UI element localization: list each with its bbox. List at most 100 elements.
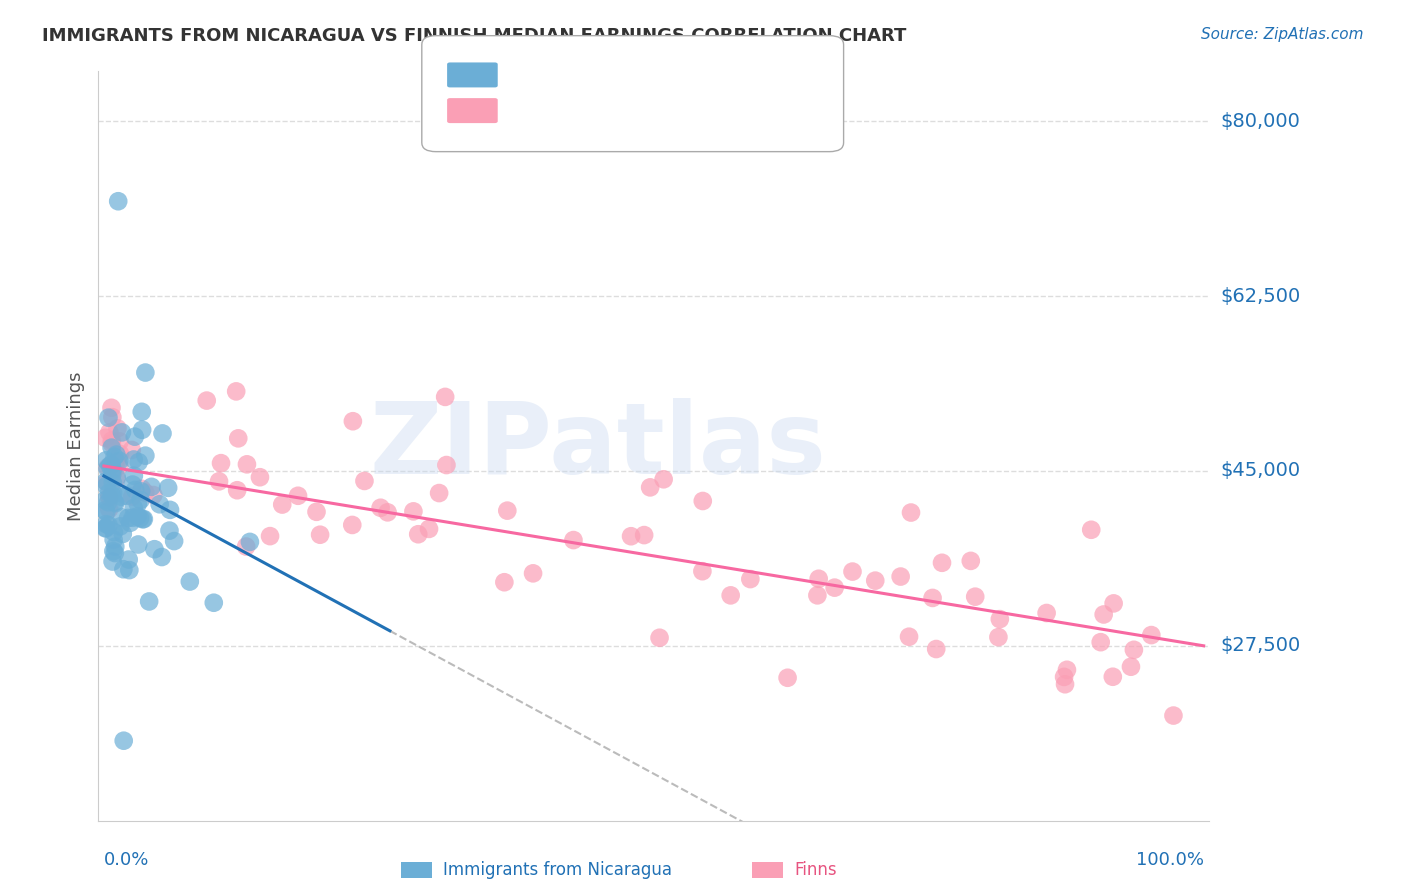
Point <box>96 475 118 490</box>
Y-axis label: Median Earnings: Median Earnings <box>66 371 84 521</box>
Point <box>101 467 124 482</box>
Point <box>648 631 671 645</box>
Point <box>101 463 124 477</box>
Point <box>898 630 921 644</box>
Point <box>122 452 145 467</box>
Text: Source: ZipAtlas.com: Source: ZipAtlas.com <box>1201 27 1364 42</box>
Point <box>965 590 987 604</box>
Point <box>107 421 129 435</box>
Point <box>807 572 830 586</box>
Point <box>1102 596 1125 610</box>
Text: $27,500: $27,500 <box>1220 636 1301 656</box>
Point <box>121 442 143 457</box>
Text: $80,000: $80,000 <box>1220 112 1301 131</box>
Point <box>121 490 143 504</box>
Point <box>740 572 762 586</box>
Point <box>108 434 131 449</box>
Point <box>239 535 262 549</box>
Point <box>143 542 166 557</box>
Point <box>179 574 201 589</box>
Point <box>108 458 131 473</box>
Point <box>1053 670 1076 684</box>
Point <box>100 458 122 472</box>
Point <box>1101 670 1123 684</box>
Point <box>101 555 124 569</box>
Point <box>1092 607 1115 622</box>
Point <box>112 733 135 747</box>
Point <box>633 528 655 542</box>
Point <box>118 563 141 577</box>
Point <box>342 414 364 428</box>
Point <box>112 562 135 576</box>
Point <box>94 475 117 489</box>
Point <box>692 494 714 508</box>
Point <box>98 425 121 440</box>
Point <box>309 527 332 541</box>
Point <box>103 524 125 539</box>
Point <box>652 472 675 486</box>
Point <box>127 509 149 524</box>
Point <box>100 458 122 472</box>
Point <box>287 489 309 503</box>
Point <box>436 458 458 472</box>
Point <box>98 502 121 516</box>
Point <box>921 591 943 605</box>
Point <box>105 448 128 462</box>
Point <box>98 490 121 504</box>
Point <box>427 486 450 500</box>
Point <box>118 552 141 566</box>
Point <box>104 546 127 560</box>
Point <box>249 470 271 484</box>
Point <box>1163 708 1185 723</box>
Point <box>124 430 146 444</box>
Point <box>129 493 152 508</box>
Point <box>104 540 127 554</box>
Text: 0.0%: 0.0% <box>104 851 149 869</box>
Point <box>131 512 153 526</box>
Point <box>806 588 828 602</box>
Point <box>259 529 281 543</box>
Point <box>1090 635 1112 649</box>
Point <box>925 642 948 657</box>
Point <box>1080 523 1102 537</box>
Point <box>141 480 163 494</box>
Point <box>97 410 120 425</box>
Point <box>209 456 232 470</box>
Point <box>496 503 519 517</box>
Point <box>97 518 120 533</box>
Point <box>108 447 131 461</box>
Point <box>98 459 121 474</box>
Point <box>104 496 127 510</box>
Point <box>931 556 953 570</box>
Point <box>134 366 156 380</box>
Point <box>149 497 172 511</box>
Point <box>370 500 392 515</box>
Point <box>97 495 120 509</box>
Point <box>124 483 146 497</box>
Point <box>108 519 131 533</box>
Point <box>110 510 132 524</box>
Text: Finns: Finns <box>794 861 837 879</box>
Point <box>97 460 120 475</box>
Text: IMMIGRANTS FROM NICARAGUA VS FINNISH MEDIAN EARNINGS CORRELATION CHART: IMMIGRANTS FROM NICARAGUA VS FINNISH MED… <box>42 27 907 45</box>
Point <box>128 455 150 469</box>
Text: R = -0.390   N = 81: R = -0.390 N = 81 <box>506 66 669 84</box>
Point <box>152 426 174 441</box>
Point <box>402 504 425 518</box>
Point <box>720 588 742 602</box>
Point <box>226 483 249 498</box>
Point <box>131 423 153 437</box>
Point <box>129 484 152 499</box>
Point <box>987 630 1010 644</box>
Point <box>94 521 117 535</box>
Point <box>94 431 117 445</box>
Point <box>342 518 364 533</box>
Point <box>1122 642 1144 657</box>
Point <box>120 516 142 530</box>
Point <box>103 533 125 547</box>
Text: ZIPatlas: ZIPatlas <box>370 398 827 494</box>
Point <box>132 512 155 526</box>
Point <box>620 529 643 543</box>
Point <box>202 596 225 610</box>
Point <box>134 485 156 500</box>
